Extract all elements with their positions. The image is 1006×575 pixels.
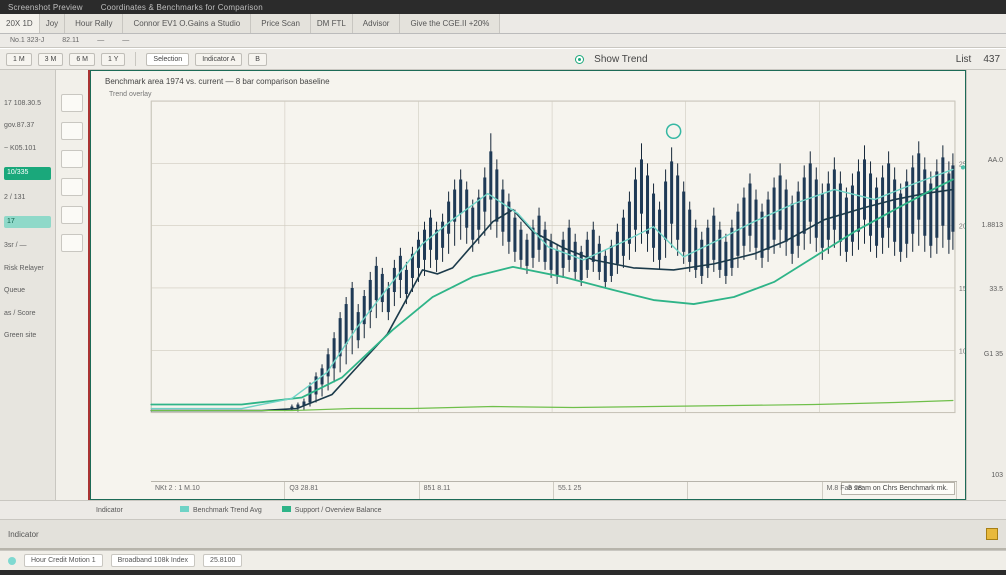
info-c: —	[97, 37, 104, 44]
lg-8: Queue	[4, 287, 51, 295]
rg-3: 33.5	[970, 286, 1003, 294]
status-field-1[interactable]: 25.8100	[203, 554, 242, 567]
rg-2: 1.8813	[970, 222, 1003, 230]
tab-label: Give the CGE.II +20%	[410, 19, 489, 28]
x-4	[688, 482, 822, 499]
show-trend-label: Show Trend	[594, 54, 647, 65]
lg-0: 17 108.30.5	[4, 100, 51, 108]
lg-4: 2 / 131	[4, 194, 51, 202]
status-left[interactable]: Hour Credit Motion 1	[24, 554, 103, 567]
rg-4: G1 35	[970, 351, 1003, 359]
lg-6: 3sr / —	[4, 242, 51, 250]
indicator-color-swatch[interactable]	[986, 528, 998, 540]
legend-text: Support / Overview Balance	[295, 507, 382, 514]
svg-text:100: 100	[959, 348, 965, 355]
tab-label: Joy	[46, 19, 58, 28]
info-b: 82.11	[62, 37, 79, 44]
tab-2[interactable]: Hour Rally	[65, 14, 123, 33]
tab-6[interactable]: Advisor	[353, 14, 401, 33]
work-area: 17 108.30.5 gov.87.37 ~ K05.101 10/335 2…	[0, 70, 1006, 500]
tab-7[interactable]: Give the CGE.II +20%	[400, 14, 500, 33]
range-3m-button[interactable]: 3 M	[38, 53, 64, 66]
lg-1: gov.87.37	[4, 122, 51, 130]
title-bar-right: Coordinates & Benchmarks for Comparison	[101, 3, 263, 12]
tab-label: DM FTL	[317, 19, 346, 28]
lg-5[interactable]: 17	[4, 216, 51, 228]
tab-label: 20X 1D	[6, 19, 33, 28]
show-trend-radio[interactable]	[575, 55, 584, 64]
legend-bar: Indicator Benchmark Trend Avg Support / …	[0, 500, 1006, 520]
tool-shape[interactable]	[61, 150, 83, 168]
range-1y-button[interactable]: 1 Y	[101, 53, 125, 66]
tab-label: Hour Rally	[75, 19, 112, 28]
info-a: No.1 323-J	[10, 37, 44, 44]
tool-strip	[56, 70, 90, 500]
chart-panel[interactable]: Benchmark area 1974 vs. current — 8 bar …	[90, 70, 966, 500]
tool-line[interactable]	[61, 122, 83, 140]
selection-button[interactable]: Selection	[146, 53, 189, 66]
indicator-b-button[interactable]: B	[248, 53, 267, 66]
tab-strip: 20X 1D Joy Hour Rally Connor EV1 O.Gains…	[0, 14, 1006, 34]
x-5: M.8 Fab 28	[823, 482, 957, 499]
x-0: NKt 2 : 1 M.10	[151, 482, 285, 499]
status-bar: Hour Credit Motion 1 Broadband 108k Inde…	[0, 550, 1006, 570]
tool-zoom[interactable]	[61, 234, 83, 252]
lg-9: as / Score	[4, 310, 51, 318]
info-row: No.1 323-J 82.11 — —	[0, 34, 1006, 48]
range-1m-button[interactable]: 1 M	[6, 53, 32, 66]
tab-label: Price Scan	[261, 19, 300, 28]
tab-label: Connor EV1 O.Gains a Studio	[133, 19, 240, 28]
tool-text[interactable]	[61, 178, 83, 196]
range-6m-button[interactable]: 6 M	[69, 53, 95, 66]
bottom-dark-strip	[0, 570, 1006, 575]
tab-4[interactable]: Price Scan	[251, 14, 311, 33]
title-bar-left: Screenshot Preview	[8, 3, 83, 12]
tab-3[interactable]: Connor EV1 O.Gains a Studio	[123, 14, 251, 33]
lg-7: Risk Relayer	[4, 265, 51, 273]
x-3: 55.1 25	[554, 482, 688, 499]
tab-1[interactable]: Joy	[40, 14, 65, 33]
tab-5[interactable]: DM FTL	[311, 14, 353, 33]
legend-item-0: Benchmark Trend Avg	[180, 506, 262, 514]
lg-3[interactable]: 10/335	[4, 167, 51, 179]
tool-cursor[interactable]	[61, 94, 83, 112]
lg-2: ~ K05.101	[4, 145, 51, 153]
legend-item-1: Support / Overview Balance	[282, 506, 382, 514]
x-1: Q3 28.81	[285, 482, 419, 499]
svg-text:150: 150	[959, 286, 965, 293]
rg-6: 103	[970, 472, 1003, 480]
info-d: —	[122, 37, 129, 44]
ribbon-right-a: List	[956, 54, 972, 65]
toolbar-ribbon: 1 M 3 M 6 M 1 Y Selection Indicator A B …	[0, 48, 1006, 70]
x-axis: NKt 2 : 1 M.10 Q3 28.81 851 8.11 55.1 25…	[151, 481, 957, 499]
title-bar: Screenshot Preview Coordinates & Benchma…	[0, 0, 1006, 14]
right-gutter: AA.0 1.8813 33.5 G1 35 103	[966, 70, 1006, 500]
indicator-strip: Indicator	[0, 520, 1006, 550]
status-field-0[interactable]: Broadband 108k Index	[111, 554, 195, 567]
legend-below: Indicator	[96, 507, 123, 514]
svg-text:200: 200	[959, 224, 965, 231]
tool-measure[interactable]	[61, 206, 83, 224]
tab-label: Advisor	[363, 19, 390, 28]
rg-1: AA.0	[970, 157, 1003, 165]
indicator-label: Indicator	[8, 530, 39, 539]
ribbon-right-b: 437	[983, 54, 1000, 65]
x-2: 851 8.11	[420, 482, 554, 499]
tab-0[interactable]: 20X 1D	[0, 14, 40, 33]
indicator-a-button[interactable]: Indicator A	[195, 53, 242, 66]
legend-text: Benchmark Trend Avg	[193, 507, 262, 514]
lg-10: Green site	[4, 332, 51, 340]
status-dot-icon	[8, 557, 16, 565]
chart-svg: 250200150100	[91, 71, 965, 433]
left-gutter: 17 108.30.5 gov.87.37 ~ K05.101 10/335 2…	[0, 70, 56, 500]
separator	[135, 52, 136, 66]
